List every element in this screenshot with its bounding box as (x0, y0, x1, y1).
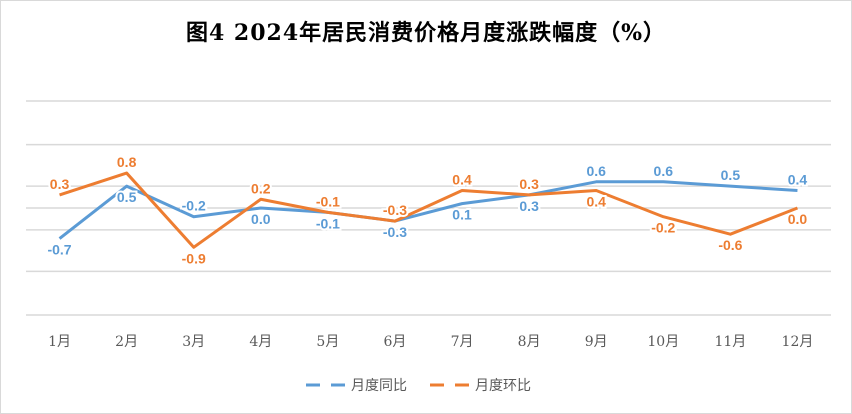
data-label: -0.3 (383, 202, 407, 218)
chart-title: 图4 2024年居民消费价格月度涨跌幅度（%） (185, 20, 667, 46)
x-tick-label: 12月 (782, 334, 814, 350)
data-label: 0.4 (788, 172, 808, 188)
data-label: 0.0 (251, 211, 271, 227)
data-label: 0.0 (788, 211, 808, 227)
x-tick-label: 3月 (182, 334, 205, 350)
x-tick-label: 6月 (383, 334, 406, 350)
x-tick-label: 4月 (249, 334, 272, 350)
data-label: 0.8 (117, 154, 137, 170)
data-label: 0.4 (452, 172, 472, 188)
data-label: 0.6 (586, 163, 606, 179)
data-label: 0.3 (519, 198, 539, 214)
data-label: 0.6 (654, 163, 674, 179)
legend-label: 月度环比 (475, 378, 531, 394)
x-tick-label: 11月 (714, 334, 746, 350)
data-label: 0.3 (519, 176, 539, 192)
x-tick-label: 7月 (451, 334, 474, 350)
x-tick-label: 8月 (518, 334, 541, 350)
data-label: -0.2 (651, 220, 675, 236)
data-label: 0.5 (721, 167, 741, 183)
data-label: -0.1 (316, 215, 340, 231)
data-label: -0.6 (718, 237, 742, 253)
data-label: -0.1 (316, 193, 340, 209)
x-tick-label: 9月 (585, 334, 608, 350)
data-label: -0.3 (383, 224, 407, 240)
data-label: 0.1 (452, 207, 472, 223)
data-label: -0.7 (47, 242, 71, 258)
data-label: -0.2 (182, 198, 206, 214)
data-label: -0.9 (182, 250, 206, 266)
series-line-0 (58, 180, 798, 240)
data-label: 0.5 (117, 189, 137, 205)
x-tick-label: 1月 (48, 334, 71, 350)
data-label: 0.4 (586, 194, 606, 210)
legend-label: 月度同比 (351, 378, 407, 394)
data-label: 0.2 (251, 180, 271, 196)
x-tick-label: 2月 (115, 334, 138, 350)
x-tick-label: 5月 (316, 334, 339, 350)
data-label: 0.3 (50, 176, 70, 192)
x-tick-label: 10月 (647, 334, 679, 350)
series-line-1 (59, 171, 799, 249)
